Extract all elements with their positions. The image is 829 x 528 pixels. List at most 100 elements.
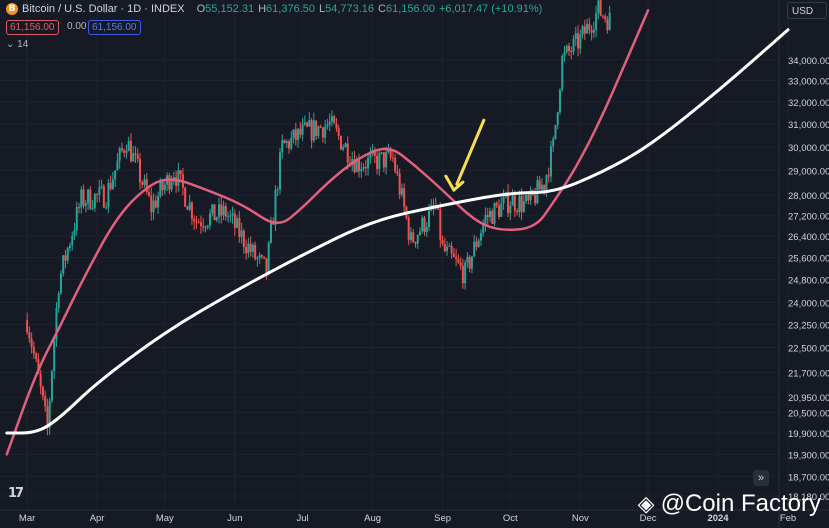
- candle-body: [367, 157, 370, 169]
- candle-body: [62, 255, 65, 274]
- bitcoin-icon: B: [6, 3, 18, 15]
- candle-body: [256, 258, 259, 260]
- x-tick-label: Feb: [780, 513, 796, 524]
- candle-body: [138, 159, 141, 183]
- y-tick-label: 27,200.00: [788, 211, 829, 222]
- candle-body: [586, 23, 589, 34]
- candle-body: [558, 89, 561, 113]
- currency-button[interactable]: USD: [787, 2, 827, 19]
- candle-body: [382, 152, 385, 168]
- y-tick-label: 21,700.00: [788, 369, 829, 380]
- candle-body: [73, 230, 76, 236]
- candle-body: [100, 186, 103, 188]
- candle-body: [522, 200, 525, 212]
- candle-body: [457, 259, 460, 263]
- candle-body: [231, 213, 234, 216]
- candle-body: [118, 148, 121, 161]
- candle-body: [48, 400, 51, 428]
- candle-body: [78, 207, 81, 209]
- candle-body: [364, 167, 367, 169]
- candle-body: [319, 126, 322, 128]
- candle-body: [211, 204, 214, 214]
- candle-body: [606, 19, 609, 31]
- candle-body: [425, 227, 428, 233]
- candle-body: [152, 200, 155, 213]
- candle-body: [84, 203, 87, 206]
- buy-price-button[interactable]: 61,156.00: [88, 20, 141, 35]
- candle-body: [473, 241, 476, 257]
- candle-body: [459, 262, 462, 266]
- candle-body: [380, 152, 383, 154]
- candle-body: [32, 347, 35, 354]
- candle-body: [129, 140, 132, 162]
- candle-body: [50, 371, 53, 401]
- candle-body: [80, 189, 83, 208]
- candle-body: [283, 140, 286, 144]
- candle-body: [570, 51, 573, 53]
- candle-body: [461, 265, 464, 284]
- candle-body: [206, 225, 209, 228]
- currency-label: USD: [792, 6, 814, 17]
- candle-body: [303, 122, 306, 125]
- candle-body: [418, 231, 421, 236]
- candle-body: [477, 240, 480, 248]
- scroll-to-realtime-button[interactable]: »: [753, 470, 769, 486]
- candle-body: [114, 170, 117, 180]
- candle-body: [353, 159, 356, 173]
- candle-body: [597, 0, 600, 13]
- candle-body: [59, 273, 62, 294]
- candle-body: [308, 120, 311, 127]
- y-tick-label: 20,500.00: [788, 408, 829, 419]
- high-label: H: [258, 3, 267, 15]
- candle-body: [53, 339, 56, 372]
- candle-body: [294, 129, 297, 141]
- y-tick-label: 23,250.00: [788, 321, 829, 332]
- candle-body: [407, 218, 410, 240]
- candle-body: [224, 206, 227, 217]
- candle-body: [479, 233, 482, 241]
- candle-body: [301, 124, 304, 135]
- candle-body: [574, 33, 577, 39]
- arrow-shaft: [455, 118, 486, 186]
- candle-body: [561, 56, 564, 90]
- candle-body: [143, 179, 146, 185]
- candle-body: [299, 128, 302, 135]
- y-tick-label: 25,600.00: [788, 254, 829, 265]
- candle-body: [215, 217, 218, 221]
- candle-body: [543, 184, 546, 190]
- indicator-count: 14: [17, 39, 29, 50]
- candle-body: [154, 200, 157, 208]
- y-tick-label: 33,000.00: [788, 77, 829, 88]
- symbol-title[interactable]: Bitcoin / U.S. Dollar · 1D · INDEX: [22, 3, 185, 15]
- candle-body: [608, 12, 611, 31]
- candle-body: [184, 187, 187, 207]
- sell-price-button[interactable]: 61,156.00: [6, 20, 59, 35]
- candle-body: [346, 143, 349, 163]
- candle-body: [179, 170, 182, 175]
- candle-body: [549, 146, 552, 177]
- candle-body: [394, 157, 397, 172]
- candle-body: [590, 29, 593, 33]
- candle-body: [267, 242, 270, 274]
- candle-body: [482, 223, 485, 234]
- candle-body: [373, 150, 376, 156]
- candle-body: [222, 206, 225, 216]
- x-tick-label: Dec: [640, 513, 657, 524]
- candle-body: [89, 189, 92, 209]
- candle-body: [339, 135, 342, 150]
- candle-body: [604, 16, 607, 20]
- tradingview-logo[interactable]: 17: [8, 486, 24, 501]
- candle-body: [448, 245, 451, 247]
- candle-body: [213, 204, 216, 221]
- candle-body: [601, 15, 604, 17]
- candle-body: [486, 214, 489, 218]
- candle-body: [326, 124, 329, 127]
- candle-body: [389, 150, 392, 158]
- candle-body: [96, 194, 99, 196]
- candle-body: [581, 26, 584, 35]
- candle-body: [218, 204, 221, 218]
- candle-body: [30, 338, 33, 348]
- indicators-collapse-button[interactable]: ⌄ 14: [6, 39, 28, 50]
